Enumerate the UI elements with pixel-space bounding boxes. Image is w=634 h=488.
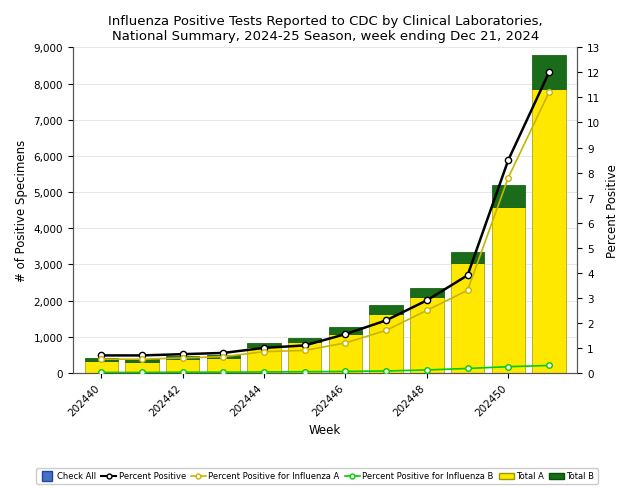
- Percent Positive for Influenza A: [138, 357, 146, 363]
- Percent Positive for Influenza B: [423, 367, 430, 373]
- Percent Positive: [179, 351, 186, 357]
- Bar: [207, 358, 240, 373]
- Y-axis label: # of Positive Specimens: # of Positive Specimens: [15, 140, 28, 282]
- Bar: [126, 360, 158, 363]
- Percent Positive for Influenza B: [98, 370, 105, 376]
- Bar: [247, 347, 281, 373]
- Bar: [370, 305, 403, 315]
- Line: Percent Positive for Influenza B: Percent Positive for Influenza B: [98, 363, 552, 375]
- Title: Influenza Positive Tests Reported to CDC by Clinical Laboratories,
National Summ: Influenza Positive Tests Reported to CDC…: [108, 15, 543, 43]
- Percent Positive: [382, 318, 390, 324]
- Bar: [370, 315, 403, 373]
- Y-axis label: Percent Positive: Percent Positive: [606, 164, 619, 258]
- Percent Positive for Influenza A: [545, 90, 553, 96]
- Bar: [126, 363, 158, 373]
- Bar: [166, 356, 199, 359]
- Percent Positive for Influenza B: [179, 369, 186, 375]
- Percent Positive: [219, 350, 227, 356]
- Percent Positive for Influenza B: [301, 369, 309, 375]
- X-axis label: Week: Week: [309, 424, 341, 436]
- Percent Positive for Influenza A: [261, 349, 268, 355]
- Percent Positive for Influenza A: [423, 308, 430, 314]
- Percent Positive for Influenza B: [219, 369, 227, 375]
- Percent Positive: [98, 353, 105, 359]
- Percent Positive for Influenza B: [382, 368, 390, 374]
- Bar: [451, 263, 484, 373]
- Percent Positive for Influenza B: [545, 363, 553, 368]
- Bar: [533, 56, 566, 90]
- Percent Positive: [423, 298, 430, 304]
- Bar: [329, 328, 362, 334]
- Bar: [166, 359, 199, 373]
- Bar: [247, 343, 281, 347]
- Bar: [410, 288, 444, 297]
- Percent Positive for Influenza B: [464, 366, 472, 372]
- Bar: [84, 361, 118, 373]
- Percent Positive: [505, 158, 512, 163]
- Bar: [410, 297, 444, 373]
- Bar: [451, 253, 484, 263]
- Percent Positive for Influenza A: [301, 348, 309, 354]
- Percent Positive for Influenza A: [219, 354, 227, 360]
- Percent Positive: [545, 70, 553, 76]
- Percent Positive: [138, 353, 146, 359]
- Legend: Check All, Percent Positive, Percent Positive for Influenza A, Percent Positive : Check All, Percent Positive, Percent Pos…: [36, 468, 598, 484]
- Percent Positive: [261, 346, 268, 351]
- Percent Positive: [301, 343, 309, 348]
- Percent Positive: [464, 273, 472, 279]
- Percent Positive for Influenza B: [505, 364, 512, 370]
- Percent Positive for Influenza B: [342, 369, 349, 375]
- Percent Positive for Influenza A: [179, 355, 186, 361]
- Percent Positive: [342, 331, 349, 337]
- Line: Percent Positive for Influenza A: Percent Positive for Influenza A: [98, 90, 552, 362]
- Percent Positive for Influenza A: [505, 175, 512, 181]
- Percent Positive for Influenza B: [138, 370, 146, 376]
- Percent Positive for Influenza A: [382, 328, 390, 334]
- Bar: [84, 358, 118, 361]
- Line: Percent Positive: Percent Positive: [98, 70, 552, 359]
- Bar: [288, 343, 321, 373]
- Bar: [288, 338, 321, 343]
- Bar: [329, 334, 362, 373]
- Percent Positive for Influenza A: [98, 357, 105, 363]
- Bar: [533, 90, 566, 373]
- Bar: [491, 185, 525, 207]
- Bar: [491, 207, 525, 373]
- Percent Positive for Influenza A: [464, 288, 472, 294]
- Percent Positive for Influenza B: [261, 369, 268, 375]
- Percent Positive for Influenza A: [342, 340, 349, 346]
- Bar: [207, 355, 240, 358]
